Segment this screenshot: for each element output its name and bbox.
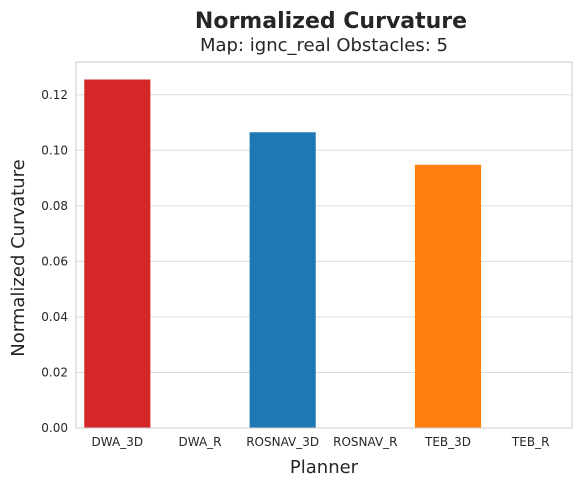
- x-tick-label: TEB_R: [511, 435, 549, 449]
- chart-title: Normalized Curvature: [195, 9, 467, 34]
- bar-teb-3d: [414, 164, 482, 428]
- plot-frame: [75, 61, 573, 429]
- x-tick-label: DWA_3D: [92, 435, 144, 449]
- y-tick-label: 0.04: [41, 310, 68, 324]
- y-tick-label: 0.08: [41, 199, 68, 213]
- x-tick-label: ROSNAV_3D: [246, 435, 319, 449]
- y-tick-label: 0.00: [41, 421, 68, 435]
- x-tick-label: DWA_R: [179, 435, 222, 449]
- bar-dwa-3d: [84, 79, 151, 428]
- y-tick-label: 0.12: [41, 88, 68, 102]
- y-tick-label: 0.06: [41, 254, 68, 268]
- y-tick-label: 0.02: [41, 365, 68, 379]
- y-tick-label: 0.10: [41, 143, 68, 157]
- y-tick-labels: 0.00 0.02 0.04 0.06 0.08 0.10 0.12: [41, 88, 68, 435]
- bars: [84, 79, 482, 428]
- x-tick-labels: DWA_3D DWA_R ROSNAV_3D ROSNAV_R TEB_3D TEB_R: [92, 435, 550, 449]
- chart-subtitle: Map: ignc_real Obstacles: 5: [200, 35, 448, 56]
- bar-rosnav-3d: [249, 132, 316, 428]
- x-tick-label: TEB_3D: [424, 435, 471, 449]
- x-axis-label: Planner: [290, 457, 359, 478]
- x-tick-label: ROSNAV_R: [333, 435, 397, 449]
- y-axis-label: Normalized Curvature: [8, 159, 29, 356]
